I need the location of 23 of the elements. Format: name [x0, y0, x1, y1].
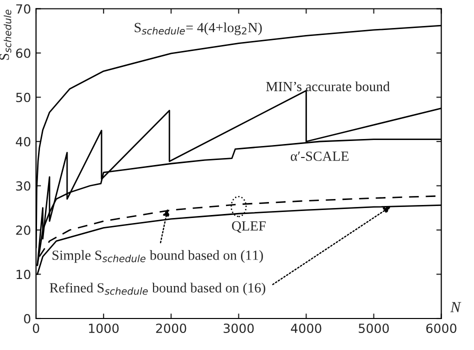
y-tick-label: 20: [16, 225, 30, 235]
x-tick-label: 5000: [358, 324, 389, 334]
x-tick-label: 6000: [426, 324, 456, 334]
x-tick-label: 1000: [89, 324, 119, 334]
y-tick-label: 30: [16, 181, 30, 191]
y-tick-label: 10: [16, 270, 30, 280]
annotation: MIN’s accurate bound: [266, 81, 390, 92]
y-tick-label: 70: [16, 4, 30, 14]
y-tick-label: 50: [16, 92, 30, 102]
y-tick-label: 40: [16, 136, 30, 146]
annotation: QLEF: [232, 221, 266, 233]
annotation: α′-SCALE: [290, 152, 348, 161]
x-tick-label: 4000: [290, 324, 322, 334]
y-tick-label: 60: [16, 48, 30, 58]
x-tick-label: 2000: [156, 324, 186, 334]
x-tick-label: 0: [32, 324, 40, 334]
y-tick-label: 0: [24, 314, 30, 324]
y-axis-title: S$_{schedule}$: [0, 10, 12, 60]
annotation: Simple S$_{schedule}$ bound based on (11): [52, 250, 263, 263]
x-axis-title: N: [450, 302, 462, 312]
annotation: S$_{schedule}$= 4(4+log$_{2}$N): [134, 22, 262, 36]
x-tick-label: 3000: [224, 324, 254, 334]
annotation: Refined S$_{schedule}$ bound based on (16): [50, 282, 266, 296]
